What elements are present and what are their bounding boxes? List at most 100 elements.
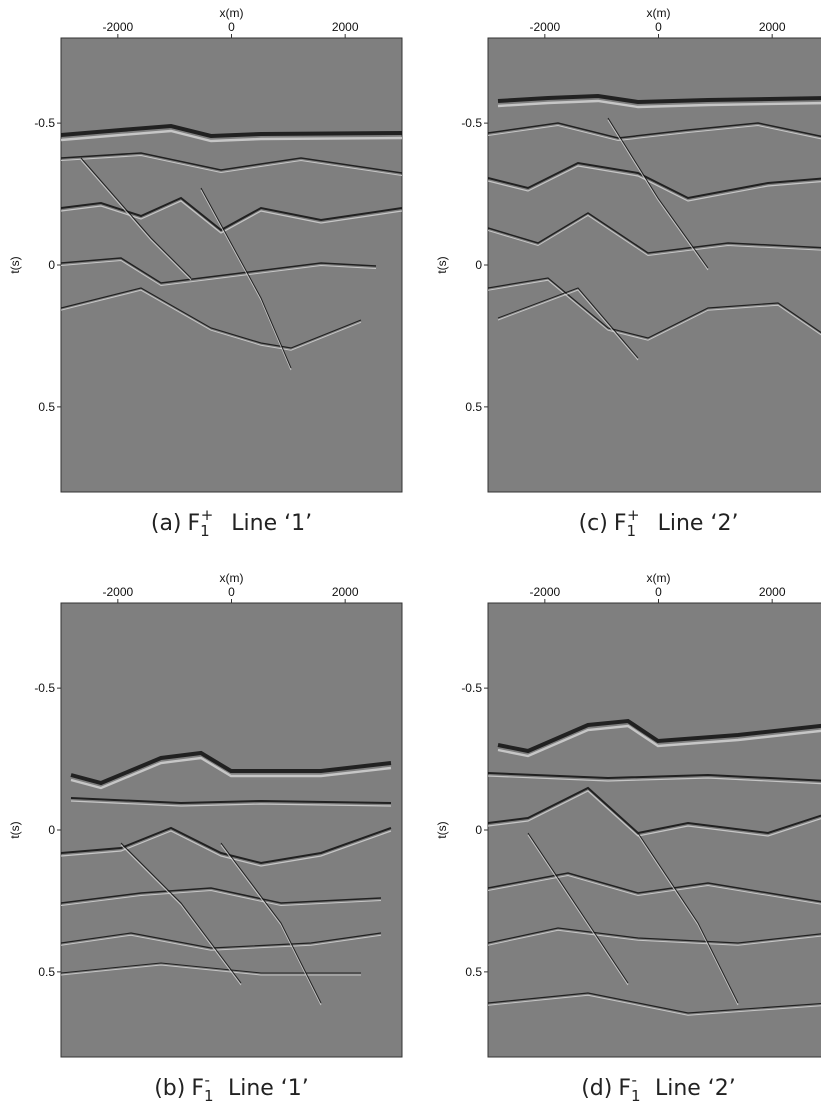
y-tick-label: 0.5 bbox=[38, 965, 55, 979]
x-tick-label: -2000 bbox=[529, 585, 560, 599]
caption: (d) F1- Line ‘2’ bbox=[581, 1071, 736, 1105]
y-tick-label: -0.5 bbox=[34, 116, 55, 130]
reflection-shadow bbox=[488, 874, 821, 905]
x-axis-label: x(m) bbox=[647, 6, 671, 20]
reflection-shadow bbox=[488, 279, 821, 341]
x-tick-label: -2000 bbox=[102, 585, 133, 599]
y-tick-label: 0.5 bbox=[465, 400, 482, 414]
x-tick-label: 2000 bbox=[332, 20, 359, 34]
reflection bbox=[488, 122, 821, 139]
reflection-shadow bbox=[488, 214, 821, 257]
panel: -2000 0 2000 -0.5 0 0.5 x(m) t(s) (d) F1- Line ‘2’ bbox=[435, 571, 821, 1105]
x-axis-label: x(m) bbox=[220, 6, 244, 20]
reflection-shadow bbox=[70, 756, 392, 790]
reflection bbox=[61, 287, 362, 349]
reflection-shadow bbox=[488, 790, 821, 837]
panel: -2000 0 2000 -0.5 0 0.5 x(m) t(s) (a) F1+ Line ‘1’ bbox=[8, 6, 403, 540]
reflection-shadow bbox=[497, 289, 639, 361]
reflection-shadow bbox=[61, 934, 382, 951]
reflection-shadow bbox=[61, 830, 392, 867]
reflection bbox=[61, 887, 382, 904]
reflection-shadow bbox=[80, 159, 192, 281]
reflection-shadow bbox=[200, 189, 292, 371]
x-tick-label: -2000 bbox=[529, 20, 560, 34]
reflection-shadow bbox=[61, 200, 402, 234]
panel: -2000 0 2000 -0.5 0 0.5 x(m) t(s) (c) F1+ Line ‘2’ bbox=[435, 6, 821, 540]
seismic-events bbox=[61, 750, 392, 1006]
reflection bbox=[488, 161, 821, 200]
reflection-shadow bbox=[488, 994, 821, 1016]
reflection-shadow bbox=[488, 775, 821, 785]
reflection bbox=[527, 832, 629, 984]
reflection-shadow bbox=[61, 259, 377, 287]
reflection bbox=[220, 842, 322, 1004]
y-tick-label: -0.5 bbox=[461, 681, 482, 695]
seismic-events bbox=[488, 718, 821, 1016]
caption-superscript: - bbox=[632, 1071, 637, 1089]
reflection-shadow bbox=[61, 289, 362, 351]
reflection-shadow bbox=[61, 964, 361, 976]
caption-superscript: - bbox=[205, 1071, 210, 1089]
x-tick-label: 0 bbox=[228, 585, 235, 599]
caption-symbol: F bbox=[188, 511, 201, 536]
reflection bbox=[488, 992, 821, 1014]
y-axis-label: t(s) bbox=[8, 256, 22, 273]
x-axis-label: x(m) bbox=[647, 571, 671, 585]
reflection bbox=[70, 797, 392, 805]
x-tick-label: 2000 bbox=[332, 585, 359, 599]
reflection bbox=[61, 962, 361, 974]
reflection bbox=[488, 277, 821, 339]
reflection-shadow bbox=[497, 99, 821, 109]
caption-subscript: 1 bbox=[626, 522, 636, 540]
caption: (c) F1+ Line ‘2’ bbox=[579, 506, 739, 540]
reflection-shadow bbox=[220, 844, 322, 1006]
caption-label: (c) bbox=[579, 511, 608, 536]
caption-superscript: + bbox=[201, 506, 214, 524]
seismic-events bbox=[488, 93, 821, 361]
caption-label: (a) bbox=[151, 511, 182, 536]
reflection bbox=[488, 212, 821, 254]
reflection bbox=[61, 257, 377, 284]
y-tick-label: 0.5 bbox=[465, 965, 482, 979]
reflection-shadow bbox=[607, 119, 709, 271]
reflection bbox=[497, 93, 821, 105]
reflection-shadow bbox=[488, 124, 821, 142]
caption-subscript: 1 bbox=[204, 1087, 214, 1105]
x-tick-label: 0 bbox=[655, 585, 662, 599]
reflection bbox=[488, 872, 821, 903]
caption-line: Line ‘2’ bbox=[658, 511, 739, 536]
panel: -2000 0 2000 -0.5 0 0.5 x(m) t(s) (b) F1- Line ‘1’ bbox=[8, 571, 403, 1105]
reflection bbox=[61, 932, 382, 949]
reflection-shadow bbox=[70, 800, 392, 807]
y-axis-label: t(s) bbox=[435, 256, 449, 273]
reflection bbox=[61, 826, 392, 865]
caption-subscript: 1 bbox=[631, 1087, 641, 1105]
reflection bbox=[200, 187, 292, 369]
y-tick-label: 0 bbox=[475, 823, 482, 837]
reflection-shadow bbox=[488, 165, 821, 202]
y-axis-label: t(s) bbox=[435, 821, 449, 838]
y-tick-label: 0 bbox=[48, 823, 55, 837]
y-tick-label: -0.5 bbox=[461, 116, 482, 130]
caption: (b) F1- Line ‘1’ bbox=[154, 1071, 309, 1105]
plot-background bbox=[487, 37, 821, 493]
reflection bbox=[61, 123, 402, 139]
reflection-shadow bbox=[527, 834, 629, 986]
caption-symbol: F bbox=[614, 511, 627, 536]
caption-line: Line ‘1’ bbox=[228, 1076, 309, 1101]
y-axis-label: t(s) bbox=[8, 821, 22, 838]
reflection bbox=[70, 750, 392, 786]
y-tick-label: -0.5 bbox=[34, 681, 55, 695]
y-tick-label: 0 bbox=[475, 258, 482, 272]
y-tick-label: 0.5 bbox=[38, 400, 55, 414]
reflection-shadow bbox=[61, 129, 402, 143]
reflection bbox=[497, 718, 821, 754]
reflection bbox=[120, 842, 242, 984]
reflection-shadow bbox=[488, 929, 821, 946]
caption-label: (d) bbox=[581, 1076, 612, 1101]
y-tick-label: 0 bbox=[48, 258, 55, 272]
reflection-shadow bbox=[637, 834, 739, 1006]
reflection bbox=[637, 832, 739, 1004]
reflection bbox=[61, 196, 402, 232]
